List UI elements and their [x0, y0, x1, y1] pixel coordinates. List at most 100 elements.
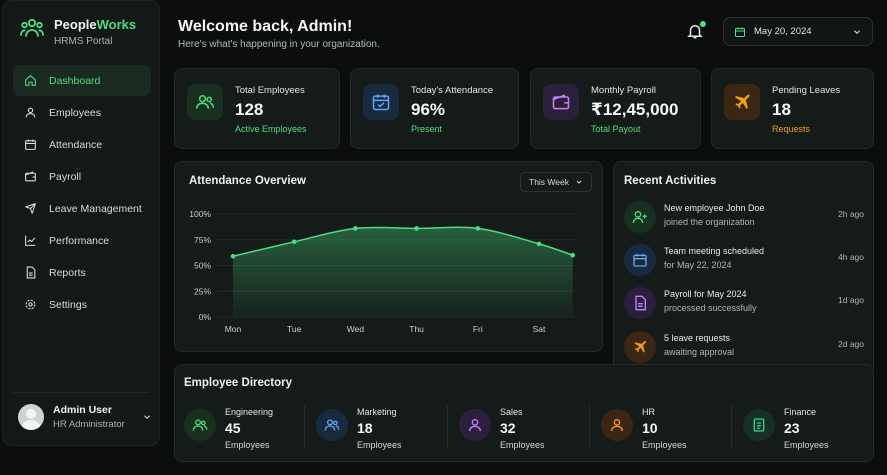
notification-dot: [700, 21, 706, 27]
divider: [447, 405, 448, 449]
department-marketing[interactable]: Marketing 18 Employees: [316, 405, 431, 450]
x-tick-label: Wed: [347, 324, 365, 334]
stat-card-payroll[interactable]: Monthly Payroll ₹12,45,000 Total Payout: [530, 68, 701, 149]
activity-item[interactable]: New employee John Doe joined the organiz…: [624, 199, 864, 237]
activity-title: 5 leave requests: [664, 333, 731, 343]
bell-icon[interactable]: [686, 22, 704, 40]
department-finance[interactable]: Finance 23 Employees: [743, 405, 858, 450]
sidebar-item-performance[interactable]: Performance: [13, 225, 151, 256]
department-engineering[interactable]: Engineering 45 Employees: [184, 405, 299, 450]
sidebar-item-settings[interactable]: Settings: [13, 289, 151, 320]
range-select-value: This Week: [529, 177, 569, 187]
attendance-chart: 0% 25% 50% 75% 100% Mon Tue Wed Thu Fri Sat: [189, 209, 575, 334]
range-select[interactable]: This Week: [520, 172, 592, 192]
x-tick-label: Thu: [409, 324, 424, 334]
activity-time: 1d ago: [838, 295, 864, 305]
stat-card-pending-leaves[interactable]: Pending Leaves 18 Requests: [711, 68, 874, 149]
calendar-check-icon: [363, 84, 399, 120]
sidebar-item-employees[interactable]: Employees: [13, 97, 151, 128]
chevron-down-icon: [575, 178, 583, 186]
stat-label: Total Employees: [235, 85, 305, 96]
activity-sub: awaiting approval: [664, 347, 735, 357]
department-count: 45: [225, 420, 241, 436]
stat-value: 96%: [411, 100, 446, 119]
stat-sub: Present: [411, 124, 443, 134]
users-icon: [20, 17, 44, 39]
profile-name: Admin User: [53, 404, 112, 416]
calendar-icon: [734, 26, 746, 38]
divider: [304, 405, 305, 449]
sidebar-item-label: Dashboard: [49, 74, 101, 87]
sidebar-item-attendance[interactable]: Attendance: [13, 129, 151, 160]
department-name: Finance: [784, 407, 817, 417]
activity-title: Payroll for May 2024: [664, 289, 747, 299]
attendance-title: Attendance Overview: [189, 175, 306, 187]
activity-time: 4h ago: [838, 252, 864, 262]
y-tick-label: 0%: [199, 312, 212, 322]
sidebar-item-leave-management[interactable]: Leave Management: [13, 193, 151, 224]
user-profile[interactable]: Admin User HR Administrator: [18, 404, 152, 430]
department-sales[interactable]: Sales 32 Employees: [459, 405, 574, 450]
calendar-icon: [624, 244, 656, 276]
divider: [731, 405, 732, 449]
sidebar: PeopleWorks HRMS Portal Dashboard Employ…: [2, 0, 160, 446]
activity-sub: for May 22, 2024: [664, 260, 732, 270]
activity-time: 2d ago: [838, 339, 864, 349]
sidebar-item-label: Employees: [49, 106, 101, 119]
activity-title: Team meeting scheduled: [664, 246, 765, 256]
department-count: 10: [642, 420, 658, 436]
gear-icon: [24, 298, 37, 311]
page-subtitle: Here's what's happening in your organiza…: [178, 39, 380, 50]
sidebar-item-reports[interactable]: Reports: [13, 257, 151, 288]
stat-value: ₹12,45,000: [591, 100, 679, 119]
document-icon: [743, 409, 775, 441]
activity-item[interactable]: 5 leave requests awaiting approval 2d ag…: [624, 329, 864, 367]
directory-title: Employee Directory: [184, 377, 293, 389]
chevron-down-icon: [852, 27, 862, 37]
brand-name: PeopleWorks: [54, 17, 137, 32]
activity-time: 2h ago: [838, 209, 864, 219]
data-point: [570, 252, 575, 258]
department-hr[interactable]: HR 10 Employees: [601, 405, 716, 450]
activity-item[interactable]: Team meeting scheduled for May 22, 2024 …: [624, 242, 864, 280]
date-value: May 20, 2024: [754, 26, 812, 37]
stat-value: 128: [235, 100, 264, 119]
divider: [589, 405, 590, 449]
stat-card-total-employees[interactable]: Total Employees 128 Active Employees: [174, 68, 340, 149]
activity-item[interactable]: Payroll for May 2024 processed successfu…: [624, 285, 864, 323]
brand[interactable]: PeopleWorks HRMS Portal: [20, 17, 136, 47]
sidebar-item-label: Settings: [49, 298, 87, 311]
stat-sub: Active Employees: [235, 124, 307, 134]
x-tick-label: Mon: [225, 324, 242, 334]
sidebar-item-label: Reports: [49, 266, 86, 279]
department-count: 32: [500, 420, 516, 436]
department-name: Marketing: [357, 407, 397, 417]
profile-role: HR Administrator: [53, 419, 125, 430]
stat-label: Pending Leaves: [772, 85, 841, 96]
sidebar-item-label: Attendance: [49, 138, 103, 151]
chevron-down-icon[interactable]: [142, 412, 152, 422]
users-icon: [187, 84, 223, 120]
department-unit: Employees: [784, 440, 829, 450]
data-point: [475, 226, 481, 231]
data-point: [230, 253, 236, 259]
brand-subtitle: HRMS Portal: [54, 36, 113, 47]
activity-sub: processed successfully: [664, 303, 757, 313]
sidebar-nav: Dashboard Employees Attendance Payroll L…: [13, 65, 151, 321]
date-picker[interactable]: May 20, 2024: [723, 17, 873, 46]
plane-icon: [24, 202, 37, 215]
data-point: [414, 226, 419, 231]
sidebar-item-dashboard[interactable]: Dashboard: [13, 65, 151, 96]
department-name: Engineering: [225, 407, 274, 417]
wallet-icon: [24, 170, 37, 183]
user-plus-icon: [624, 201, 656, 233]
employee-directory-card: Employee Directory Engineering 45 Employ…: [174, 364, 874, 462]
department-unit: Employees: [357, 440, 402, 450]
user-icon: [601, 409, 633, 441]
y-tick-label: 100%: [189, 209, 211, 219]
department-unit: Employees: [642, 440, 687, 450]
sidebar-item-label: Leave Management: [49, 202, 142, 215]
department-name: Sales: [500, 407, 523, 417]
sidebar-item-payroll[interactable]: Payroll: [13, 161, 151, 192]
stat-card-attendance[interactable]: Today's Attendance 96% Present: [350, 68, 519, 149]
